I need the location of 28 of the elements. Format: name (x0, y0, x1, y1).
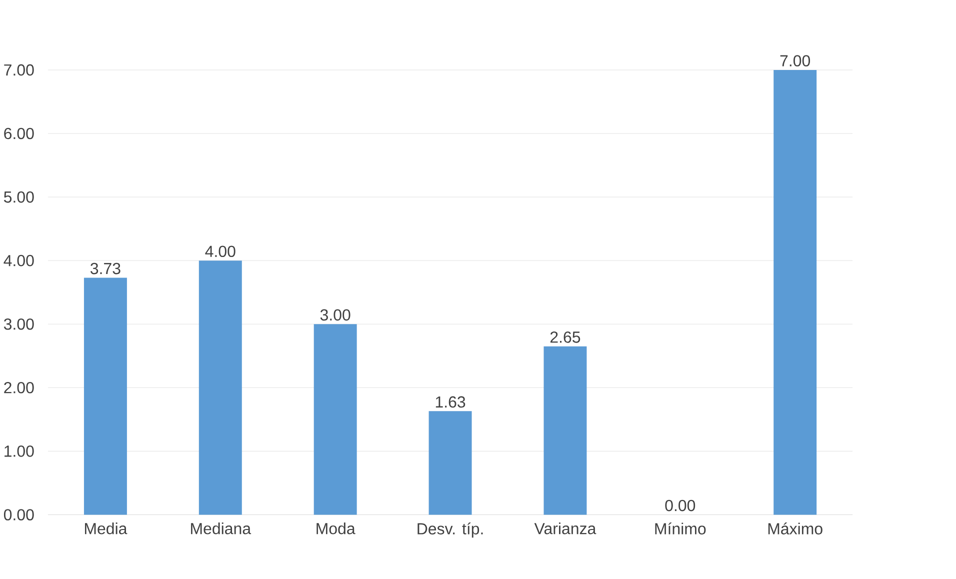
y-tick-label: 6.00 (4, 128, 34, 140)
bar (544, 346, 587, 515)
bar (198, 260, 242, 515)
x-tick-label: Varianza (534, 522, 596, 534)
data-label: 3.00 (320, 309, 350, 321)
y-tick-label: 1.00 (4, 446, 34, 457)
x-tick-label: Desv. típ. (418, 522, 483, 538)
x-tick-label: Máximo (768, 522, 822, 535)
x-tick-label: Mediana (191, 522, 252, 534)
y-tick-label: 3.00 (4, 318, 34, 330)
data-label: 4.00 (205, 246, 236, 258)
bar (314, 324, 357, 515)
data-label: 7.00 (780, 55, 810, 67)
y-tick-label: 4.00 (4, 255, 34, 266)
y-tick-label: 2.00 (4, 382, 34, 394)
x-tick-label: Mínimo (655, 522, 706, 535)
data-label: 3.73 (90, 263, 120, 274)
bar (84, 278, 127, 515)
y-tick-label: 0.00 (4, 509, 34, 521)
x-tick-label: Media (85, 522, 128, 534)
y-tick-label: 5.00 (4, 192, 34, 203)
x-tick-label: Moda (316, 522, 356, 534)
y-tick-label: 7.00 (4, 64, 34, 76)
bar (774, 70, 817, 515)
data-label: 2.65 (550, 332, 580, 343)
bar (428, 411, 472, 515)
data-label: 0.00 (665, 500, 696, 512)
data-label: 1.63 (436, 396, 466, 408)
